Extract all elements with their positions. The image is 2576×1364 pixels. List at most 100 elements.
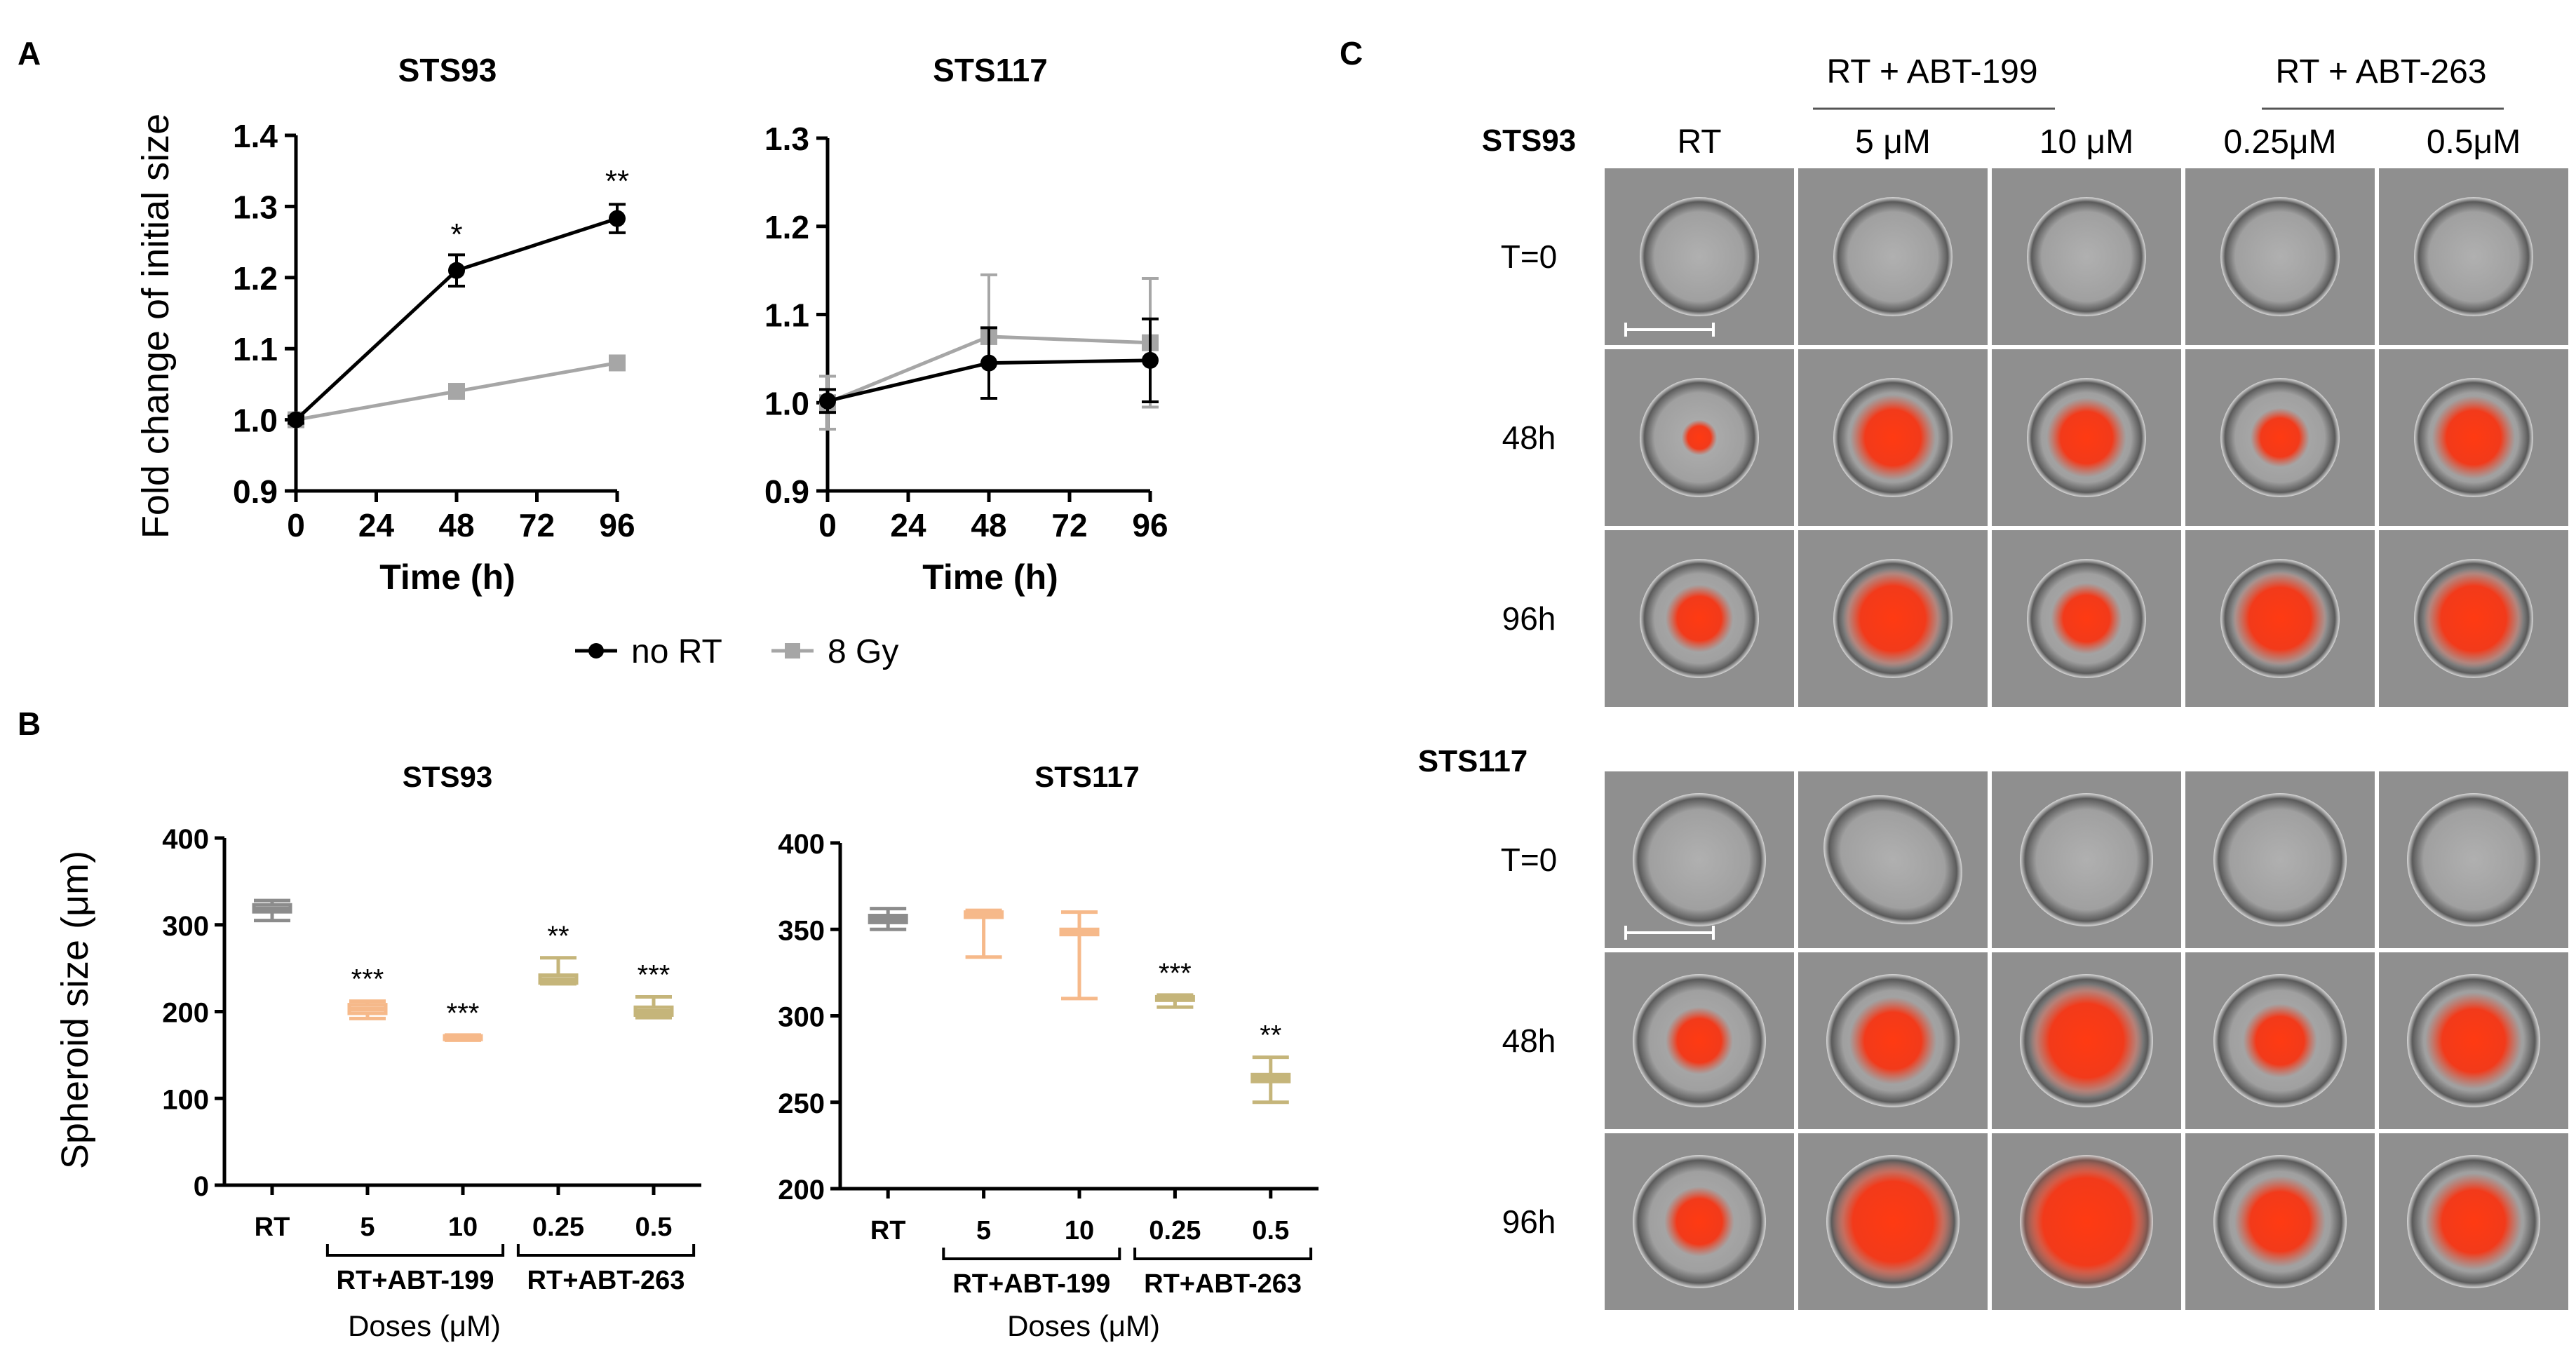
data-point — [819, 392, 836, 410]
y-tick-label: 1.3 — [764, 121, 809, 157]
x-tick-label: 0.5 — [635, 1213, 673, 1242]
fluorescence-stain — [1831, 1160, 1955, 1283]
legend-label: 8 Gy — [828, 633, 898, 670]
micrograph-tile — [2379, 530, 2568, 707]
x-axis-label: Doses (μM) — [348, 1309, 501, 1342]
significance-label: *** — [351, 964, 384, 995]
significance-label: ** — [605, 164, 629, 198]
fluorescence-stain — [2425, 1173, 2522, 1270]
y-tick-label: 400 — [162, 824, 209, 855]
micrograph-tile — [1798, 349, 1988, 526]
data-point — [1142, 351, 1159, 369]
spheroid — [2020, 793, 2153, 926]
fluorescence-stain — [2243, 1004, 2317, 1078]
y-tick-label: 300 — [162, 911, 209, 942]
x-tick-label: 48 — [438, 507, 474, 543]
data-point — [980, 354, 997, 372]
y-axis-label: Spheroid size (μm) — [54, 851, 96, 1169]
legend-marker-square — [785, 643, 800, 659]
significance-label: ** — [547, 921, 569, 952]
y-tick-label: 250 — [778, 1088, 825, 1119]
x-tick-label: RT — [870, 1216, 906, 1245]
micrograph-tile — [2185, 168, 2375, 345]
y-tick-label: 200 — [162, 998, 209, 1029]
block-title-sts117: STS117 — [1418, 744, 1528, 778]
group-bracket — [325, 1244, 505, 1257]
spheroid — [2220, 197, 2340, 316]
legend-label: no RT — [631, 633, 722, 670]
x-tick-label: 24 — [890, 507, 926, 543]
chart-b-sts117: STS117 Doses (μM) 200 250 300 350 400 RT 5 10 0.… — [778, 760, 1319, 1342]
x-tick-label: 10 — [448, 1213, 478, 1242]
y-tick-label: 1.0 — [233, 403, 278, 439]
fluorescence-stain — [2046, 398, 2126, 478]
data-point — [448, 383, 465, 400]
panel-letter-a: A — [18, 35, 41, 72]
y-tick-label: 200 — [778, 1175, 825, 1206]
column-header: 10 μM — [2039, 123, 2133, 161]
y-tick-label: 100 — [162, 1084, 209, 1115]
micrograph-tile — [2185, 1133, 2375, 1310]
spheroid — [2414, 197, 2533, 316]
group-header-abt263: RT + ABT-263 — [2275, 53, 2486, 90]
data-point — [609, 354, 626, 372]
row-label: 96h — [1502, 1203, 1556, 1240]
panel-letter-b: B — [18, 705, 41, 742]
group-label: RT+ABT-263 — [527, 1266, 685, 1295]
row-label: T=0 — [1501, 842, 1558, 878]
significance-label: *** — [638, 959, 670, 990]
y-axis-label: Fold change of initial size — [135, 114, 177, 539]
x-tick-label: 0.5 — [1252, 1216, 1289, 1245]
group-bracket — [1133, 1248, 1313, 1260]
fluorescence-stain — [1849, 997, 1937, 1085]
micrograph-tile — [1798, 952, 1988, 1129]
y-tick-label: 400 — [778, 829, 825, 860]
block-title-sts93: STS93 — [1482, 123, 1577, 158]
column-header: RT — [1677, 123, 1721, 161]
panel-c-image-grid: RT + ABT-199 RT + ABT-263 STS93 STS117 R… — [1418, 53, 2568, 1310]
x-tick-label: 96 — [599, 507, 635, 543]
fluorescence-stain — [2019, 1154, 2154, 1289]
group-label: RT+ABT-199 — [337, 1266, 494, 1295]
chart-title: STS117 — [933, 52, 1048, 88]
spheroid — [1823, 795, 1962, 925]
group-header-abt199: RT + ABT-199 — [1826, 53, 2037, 90]
chart-title: STS93 — [398, 52, 497, 88]
significance-label: *** — [447, 998, 480, 1029]
row-label: 48h — [1502, 1022, 1556, 1059]
significance-label: *** — [1159, 958, 1192, 989]
fluorescence-stain — [2234, 1175, 2326, 1268]
significance-label: ** — [1260, 1020, 1281, 1051]
x-tick-label: 0 — [818, 507, 837, 543]
micrograph-tile — [2379, 771, 2568, 948]
chart-a-sts117: STS117 Time (h) 0.9 1.0 1.1 1.2 1.3 0 24 48 72 96 — [764, 52, 1168, 597]
y-tick-label: 0.9 — [764, 473, 809, 510]
chart-title: STS117 — [1034, 760, 1139, 793]
micrograph-tile — [1605, 168, 1794, 345]
micrograph-tile — [1992, 1133, 2181, 1310]
micrograph-tile — [2185, 530, 2375, 707]
row-label: 48h — [1502, 419, 1556, 456]
x-tick-label: 0.25 — [532, 1213, 584, 1242]
x-tick-label: 5 — [976, 1216, 991, 1245]
data-point — [609, 210, 626, 227]
micrograph-tile — [1992, 771, 2181, 948]
micrograph-tile — [2185, 771, 2375, 948]
spheroid — [1833, 197, 1953, 316]
group-label: RT+ABT-199 — [952, 1269, 1110, 1299]
panel-letter-c: C — [1340, 35, 1363, 72]
y-tick-label: 1.2 — [764, 209, 809, 245]
micrograph-tile — [1798, 1133, 1988, 1310]
x-axis-label: Time (h) — [379, 558, 515, 597]
fluorescence-stain — [2029, 983, 2144, 1098]
column-header: 0.5μM — [2427, 123, 2521, 161]
micrograph-tile — [2379, 952, 2568, 1129]
legend-item-no-rt: no RT — [575, 633, 722, 670]
y-tick-label: 300 — [778, 1002, 825, 1033]
data-point — [448, 262, 465, 279]
micrograph-tile — [2379, 349, 2568, 526]
fluorescence-stain — [2250, 407, 2310, 468]
fluorescence-stain — [2423, 568, 2524, 669]
spheroid — [2027, 197, 2146, 316]
y-tick-label: 350 — [778, 915, 825, 946]
